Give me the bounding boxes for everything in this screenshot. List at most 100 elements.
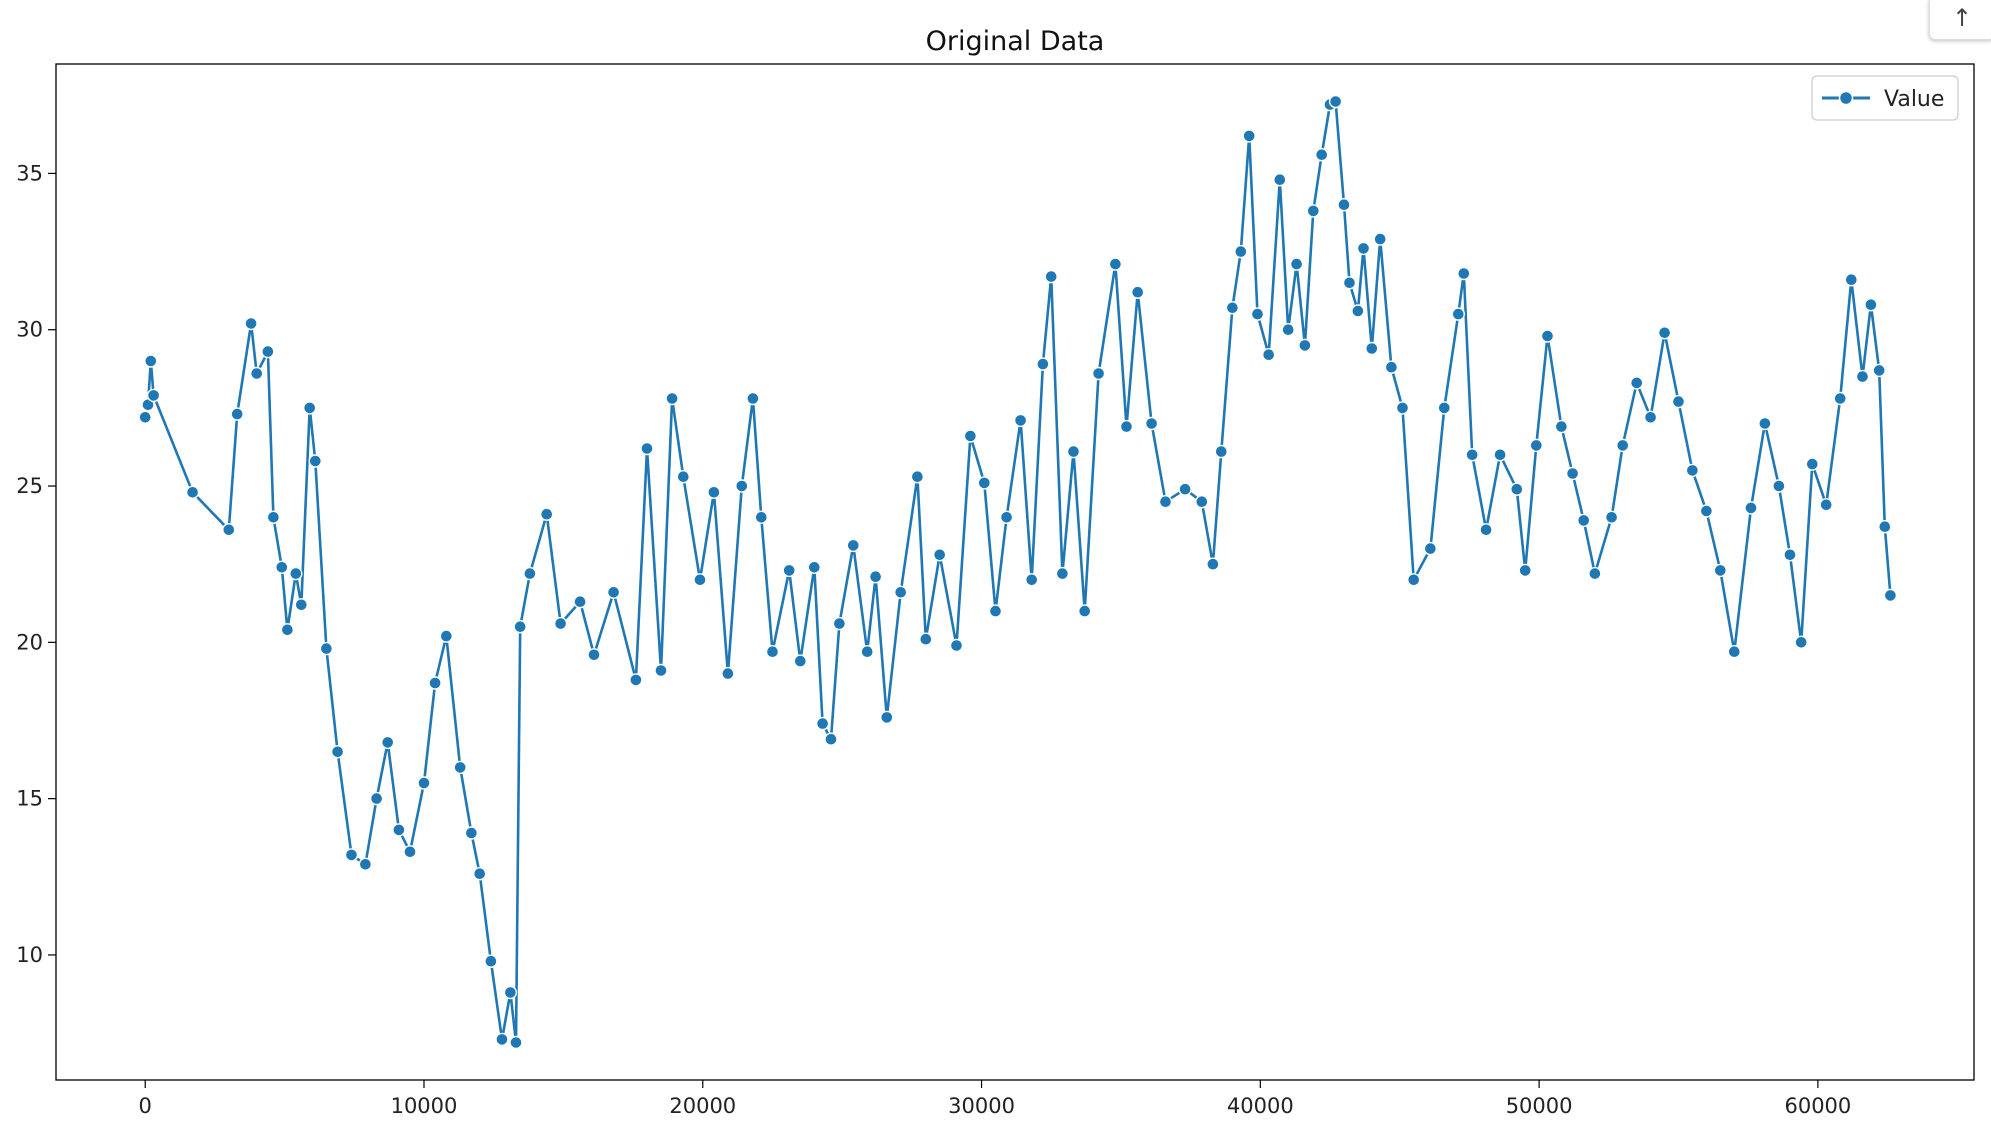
- data-point: [1225, 301, 1240, 315]
- data-point: [1013, 413, 1028, 428]
- data-point: [963, 429, 978, 443]
- data-point: [1306, 204, 1321, 218]
- data-point: [1091, 366, 1106, 381]
- data-point: [846, 538, 860, 553]
- data-point: [344, 848, 359, 862]
- data-point: [868, 570, 883, 584]
- data-point: [1144, 416, 1159, 431]
- data-point: [319, 641, 334, 656]
- data-point: [484, 954, 498, 968]
- data-point: [1384, 360, 1399, 374]
- data-point: [1819, 498, 1833, 512]
- data-point: [1685, 463, 1700, 478]
- data-point: [144, 354, 158, 368]
- data-point: [1242, 129, 1256, 143]
- data-point: [894, 585, 908, 599]
- data-point: [303, 401, 317, 415]
- x-tick-label: 50000: [1506, 1094, 1573, 1118]
- x-tick-label: 40000: [1227, 1094, 1294, 1118]
- x-tick-label: 0: [139, 1094, 152, 1118]
- data-point: [1588, 566, 1602, 581]
- data-point: [1130, 285, 1145, 299]
- data-point: [1273, 172, 1287, 187]
- arrow-up-icon: ↑: [1951, 4, 1973, 32]
- axes-frame: [55, 63, 1975, 1081]
- data-point: [230, 407, 244, 421]
- data-point: [1657, 326, 1672, 340]
- data-point: [495, 1032, 509, 1047]
- data-point: [1864, 298, 1878, 312]
- y-tick-label: 20: [16, 630, 43, 654]
- y-tick-label: 35: [16, 161, 43, 185]
- data-point: [417, 776, 431, 790]
- data-point: [392, 823, 406, 837]
- data-point: [1234, 244, 1248, 259]
- data-point: [1261, 348, 1276, 362]
- data-point: [1119, 419, 1134, 434]
- data-point: [1298, 338, 1312, 353]
- data-point: [1510, 482, 1524, 496]
- y-tick-label: 25: [16, 474, 43, 498]
- data-point: [473, 867, 487, 881]
- data-point: [1883, 588, 1898, 603]
- data-point: [629, 673, 643, 687]
- data-point: [1158, 495, 1173, 509]
- data-point: [1457, 266, 1471, 281]
- data-point: [587, 648, 601, 662]
- data-point: [1044, 269, 1058, 284]
- data-point: [509, 1035, 523, 1050]
- data-point: [693, 573, 707, 587]
- data-point: [1373, 232, 1387, 246]
- data-point: [1342, 276, 1357, 290]
- x-tick-label: 20000: [669, 1094, 736, 1118]
- data-point: [977, 476, 991, 490]
- legend-marker: [1838, 90, 1854, 106]
- data-point: [1351, 304, 1365, 318]
- data-point: [1671, 394, 1686, 409]
- data-point: [553, 616, 568, 631]
- data-point: [146, 388, 161, 403]
- data-point: [1423, 541, 1438, 556]
- data-point: [403, 845, 417, 859]
- data-point: [1805, 457, 1820, 471]
- data-point: [746, 391, 760, 406]
- data-point: [1108, 257, 1123, 271]
- data-point: [1604, 510, 1619, 524]
- data-point: [1576, 513, 1591, 528]
- x-tick-label: 10000: [391, 1094, 458, 1118]
- data-point: [266, 510, 281, 524]
- data-point: [1055, 566, 1070, 581]
- data-point: [1493, 448, 1507, 462]
- data-point: [261, 344, 275, 359]
- data-point: [1077, 604, 1092, 618]
- data-point: [1744, 501, 1758, 515]
- data-point: [1772, 479, 1786, 493]
- data-point: [988, 604, 1003, 618]
- plot-area: [55, 63, 1975, 1081]
- data-point: [654, 663, 668, 678]
- data-point: [832, 616, 847, 631]
- scroll-to-top-button[interactable]: ↑: [1929, 0, 1991, 40]
- data-point: [1844, 273, 1859, 287]
- data-point: [1479, 523, 1493, 537]
- data-point: [250, 366, 264, 381]
- x-axis: 0 10000 20000 30000 40000 50000 60000: [139, 1080, 1851, 1118]
- data-point: [1451, 307, 1466, 321]
- data-point: [793, 654, 807, 668]
- data-point: [1195, 495, 1209, 509]
- legend-label: Value: [1884, 87, 1944, 112]
- data-point: [665, 391, 679, 406]
- data-point: [275, 560, 289, 574]
- data-point: [1281, 323, 1295, 337]
- data-point: [1465, 448, 1479, 462]
- data-point: [464, 826, 479, 840]
- data-point: [330, 745, 345, 759]
- data-point: [428, 676, 442, 690]
- data-point: [185, 485, 200, 499]
- x-tick-label: 30000: [948, 1094, 1015, 1118]
- data-point: [1855, 369, 1870, 384]
- data-point: [1565, 466, 1580, 481]
- data-point: [1214, 444, 1229, 459]
- data-point: [1328, 94, 1343, 109]
- y-tick-label: 30: [16, 318, 43, 342]
